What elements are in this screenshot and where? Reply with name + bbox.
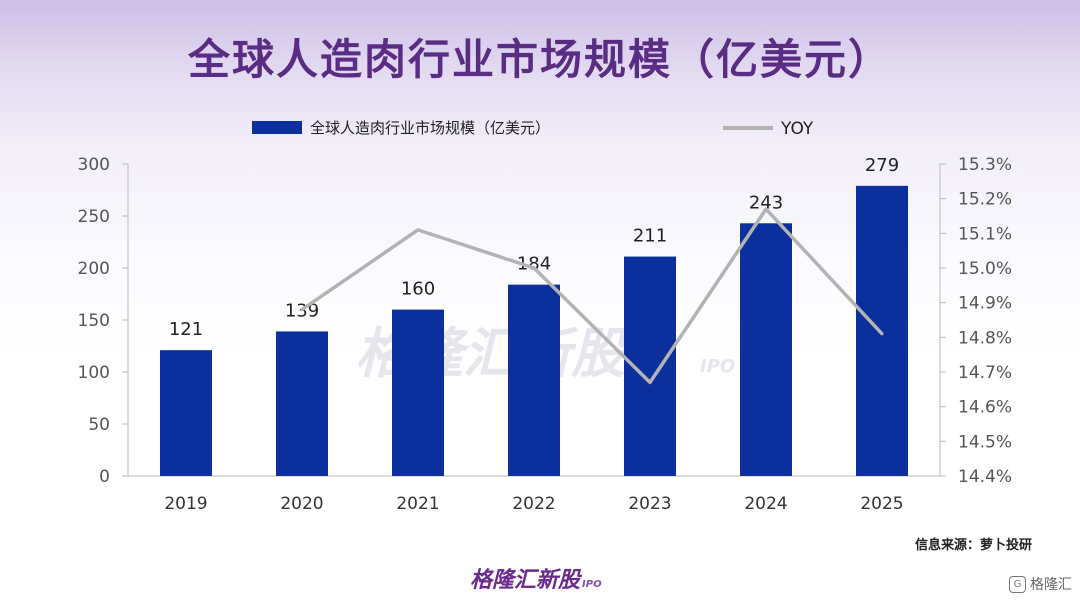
y-right-tick-label: 15.2%	[958, 190, 1012, 210]
y-right-tick-label: 14.4%	[958, 467, 1012, 487]
bar-series: 121139160184211243279	[160, 155, 908, 476]
y-right-tick-label: 14.7%	[958, 363, 1012, 383]
yoy-point	[532, 266, 536, 270]
legend-line-label: YOY	[780, 119, 814, 139]
brand-text: 格隆汇新股	[470, 568, 581, 593]
x-tick-label: 2022	[512, 494, 555, 514]
legend-bar-swatch	[252, 121, 302, 134]
page-title: 全球人造肉行业市场规模（亿美元）	[187, 35, 892, 84]
y-right-tick-label: 15.1%	[958, 224, 1012, 244]
y-right-tick-label: 15.3%	[958, 155, 1012, 175]
y-left-tick-label: 250	[78, 207, 110, 227]
g-logo-icon: G	[1009, 575, 1026, 593]
brand-sub: IPO	[582, 579, 602, 590]
y-right-tick-label: 14.5%	[958, 432, 1012, 452]
x-tick-label: 2021	[396, 494, 439, 514]
source-note: 信息来源：萝卜投研	[914, 538, 1032, 553]
yoy-series	[300, 207, 884, 385]
legend-bar-label: 全球人造肉行业市场规模（亿美元）	[310, 119, 550, 137]
y-right-tick-label: 15.0%	[958, 259, 1012, 279]
bar-value-label: 160	[401, 279, 435, 300]
yoy-point	[416, 228, 420, 232]
watermark-sub: IPO	[700, 356, 735, 377]
bar-value-label: 184	[517, 254, 551, 275]
y-left-tick-label: 200	[78, 259, 110, 279]
x-tick-label: 2019	[164, 494, 207, 514]
y-left-tick-label: 50	[88, 415, 110, 435]
yoy-point	[880, 332, 884, 336]
x-tick-label: 2025	[860, 494, 903, 514]
x-tick-label: 2023	[628, 494, 671, 514]
y-right-tick-label: 14.6%	[958, 398, 1012, 418]
bar	[856, 185, 908, 476]
bar-value-label: 211	[633, 226, 667, 247]
bar	[508, 284, 560, 476]
y-left-tick-label: 300	[78, 155, 110, 175]
yoy-point	[300, 308, 304, 312]
chart: 格隆汇新股 IPO 全球人造肉行业市场规模（亿美元） YOY 050100150…	[78, 119, 1012, 514]
yoy-line	[301, 207, 884, 385]
bar-value-label: 121	[169, 319, 203, 340]
y-right-tick-label: 14.8%	[958, 328, 1012, 348]
bar-value-label: 243	[749, 192, 783, 213]
bar	[740, 223, 792, 476]
y-left-tick-label: 0	[99, 467, 110, 487]
y-left-tick-label: 100	[78, 363, 110, 383]
x-tick-label: 2024	[744, 494, 787, 514]
bar	[276, 331, 328, 476]
x-tick-label: 2020	[280, 494, 323, 514]
yoy-point	[764, 207, 768, 211]
y-left-tick-label: 150	[78, 311, 110, 331]
brand-logo: 格隆汇新股 IPO	[470, 562, 602, 594]
yoy-point	[648, 380, 652, 384]
bar	[392, 309, 444, 476]
corner-logo: G 格隆汇	[1009, 574, 1072, 594]
bar-value-label: 279	[865, 155, 899, 176]
y-right-tick-label: 14.9%	[958, 294, 1012, 314]
corner-logo-text: 格隆汇	[1030, 577, 1072, 593]
bar	[160, 350, 212, 476]
legend: 全球人造肉行业市场规模（亿美元） YOY	[252, 119, 814, 139]
